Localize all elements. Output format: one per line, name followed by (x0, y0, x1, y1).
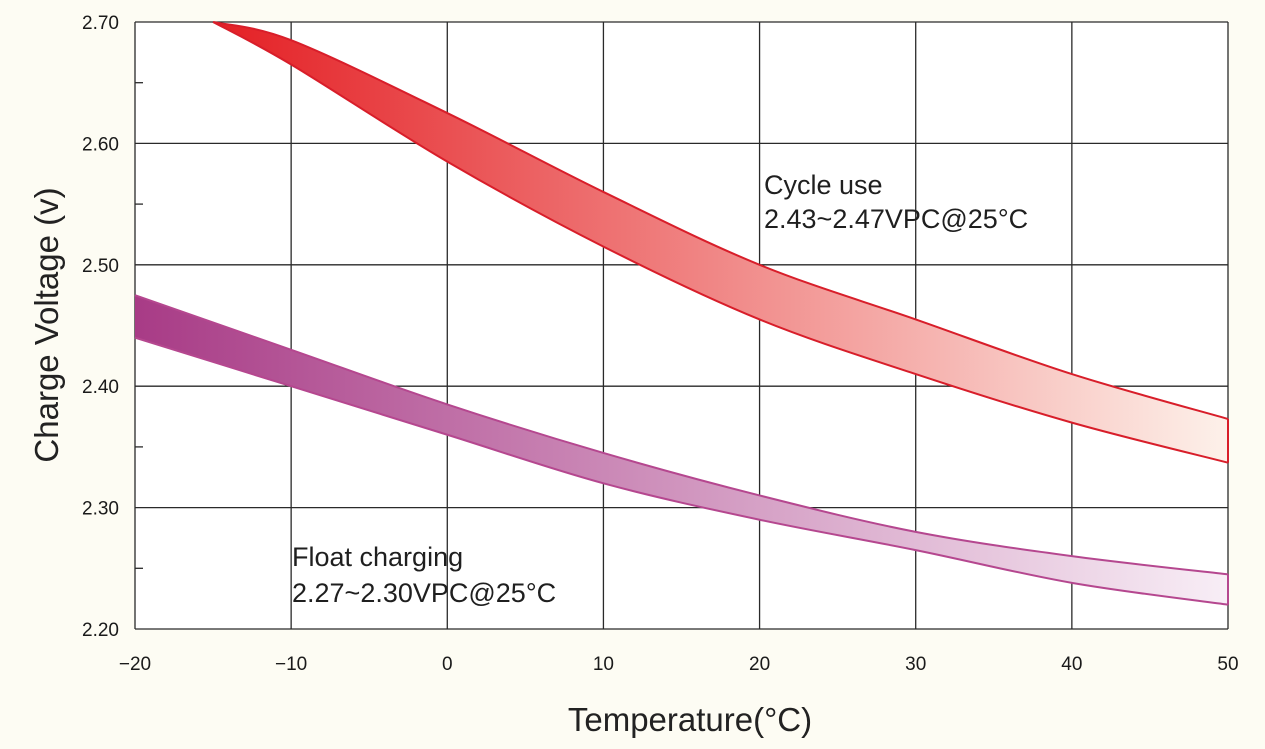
x-tick-labels: −20 −10 0 10 20 30 40 50 (119, 654, 1239, 675)
x-tick-label-2: 0 (442, 654, 453, 675)
x-tick-label-6: 40 (1061, 654, 1082, 675)
x-axis-title: Temperature(°C) (568, 701, 812, 738)
y-tick-label-2: 2.40 (82, 377, 119, 398)
x-tick-label-1: −10 (275, 654, 307, 675)
band-cycle-upper-edge (212, 21, 1229, 420)
y-tick-label-4: 2.60 (82, 134, 119, 155)
band-cycle-area (213, 22, 1229, 463)
y-tick-label-0: 2.20 (82, 620, 119, 641)
annotation-cycle-line2: 2.43~2.47VPC@25°C (764, 204, 1028, 234)
plot-background (135, 22, 1228, 629)
x-tick-label-5: 30 (905, 654, 926, 675)
x-tick-label-3: 10 (593, 654, 614, 675)
annotation-cycle-line1: Cycle use (764, 170, 883, 200)
annotation-float-line1: Float charging (292, 542, 463, 572)
x-tick-label-7: 50 (1217, 654, 1238, 675)
bands (134, 21, 1229, 606)
y-tick-label-1: 2.30 (82, 499, 119, 520)
band-float-area (135, 295, 1228, 605)
y-tick-labels: 2.20 2.30 2.40 2.50 2.60 2.70 (82, 13, 119, 641)
band-float-lower-edge (134, 336, 1229, 606)
annotation-float-line2: 2.27~2.30VPC@25°C (292, 578, 556, 608)
band-float-upper-edge (134, 294, 1229, 576)
y-tick-label-5: 2.70 (82, 13, 119, 34)
y-axis-title: Charge Voltage (v) (28, 187, 65, 462)
x-tick-label-0: −20 (119, 654, 151, 675)
band-cycle-lower-edge (212, 21, 1229, 464)
x-tick-label-4: 20 (749, 654, 770, 675)
y-tick-label-3: 2.50 (82, 256, 119, 277)
